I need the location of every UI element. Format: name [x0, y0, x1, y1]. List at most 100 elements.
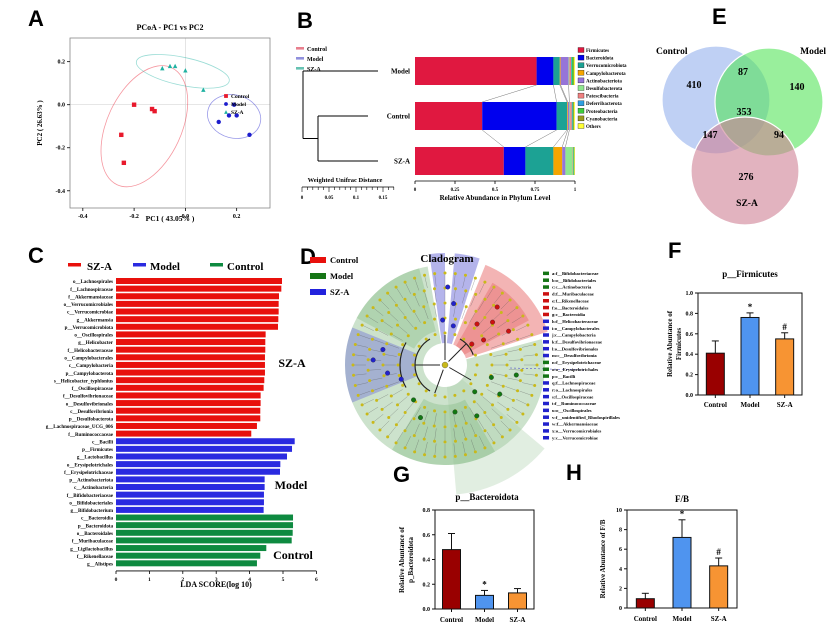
spoke: [453, 428, 456, 442]
clade-node: [396, 363, 400, 367]
y-tick-label: 0.6: [686, 332, 694, 338]
clade-node: [422, 289, 426, 293]
taxa-legend-label: a:f__Bifidobacteriaceae: [552, 271, 598, 276]
sig-annotation: *: [680, 509, 685, 519]
clade-node: [497, 332, 501, 336]
taxa-legend-swatch: [543, 422, 549, 426]
fb-ylabel: Relative Abuntance of F/B: [599, 519, 607, 598]
segment-campylobacterota: [559, 57, 561, 85]
bar-x-tick-label: 0.5: [492, 188, 499, 193]
clade-node: [365, 412, 369, 416]
branch-line: [448, 343, 467, 362]
clade-node: [356, 333, 360, 337]
y-tick-label: 0.8: [686, 311, 694, 317]
taxa-legend-swatch: [543, 299, 549, 303]
clade-node: [417, 344, 421, 348]
branch-line: [449, 367, 472, 381]
clade-node: [472, 400, 476, 404]
clade-node: [443, 331, 447, 335]
model-node: [452, 409, 458, 415]
clade-node: [501, 342, 505, 346]
branch-arc: [414, 338, 431, 392]
spoke: [479, 282, 486, 294]
lda-bar: [116, 430, 252, 437]
spoke: [395, 431, 404, 443]
lda-bar: [116, 506, 264, 513]
clade-node: [453, 393, 457, 397]
control-node: [474, 321, 480, 327]
spoke: [521, 344, 535, 348]
spoke: [500, 299, 511, 310]
spoke: [369, 377, 383, 381]
spoke: [453, 288, 456, 302]
clade-node: [500, 291, 504, 295]
spoke: [362, 324, 374, 331]
spoke: [434, 303, 437, 317]
segment-bacteroidota: [482, 102, 557, 130]
clade-node: [381, 363, 385, 367]
cluster-legend-label: Model: [307, 57, 324, 63]
taxa-legend-swatch: [543, 340, 549, 344]
taxa-legend-swatch: [543, 271, 549, 276]
clade-node: [472, 326, 476, 330]
model-node: [472, 389, 478, 395]
spoke: [404, 299, 412, 311]
lda-bar: [116, 545, 267, 552]
spoke: [487, 389, 499, 397]
taxon-label: c__Bacteroidia: [81, 517, 113, 522]
spoke: [387, 426, 396, 438]
control-point: [149, 106, 155, 112]
y-tick-label: 10: [616, 508, 622, 514]
spoke: [424, 275, 428, 289]
cluster-legend-swatch: [296, 47, 304, 50]
spoke: [487, 333, 499, 341]
phylum-legend-label: Firmicutes: [586, 49, 609, 54]
clade-node: [515, 306, 519, 310]
clade-node: [382, 374, 386, 378]
spoke: [479, 436, 486, 448]
spoke: [383, 373, 397, 376]
venn-label-sza: SZ-A: [736, 199, 758, 209]
clade-node: [453, 439, 457, 443]
spoke: [461, 411, 467, 424]
model-node: [497, 391, 503, 397]
segment-cyanobacteria: [573, 102, 575, 130]
taxa-legend-label: p:c__Bacilli: [552, 374, 576, 379]
lda-bar: [116, 339, 266, 346]
taxon-label: o__Verrucomicrobiales: [64, 303, 113, 308]
spoke: [434, 443, 437, 457]
connector-line: [553, 129, 568, 148]
clade-node: [499, 310, 503, 314]
taxa-legend-swatch: [543, 319, 549, 324]
bar-x-tick-label: 0.75: [531, 188, 540, 193]
cladogram-legend-label: SZ-A: [330, 287, 350, 297]
segment-firmicutes: [415, 102, 483, 130]
clade-node: [483, 429, 487, 433]
y-tick-label: 1.0: [686, 291, 694, 297]
clade-node: [394, 285, 398, 289]
spoke: [367, 315, 379, 324]
spoke: [379, 299, 390, 310]
pcoa-xlabel: PC1 ( 43.05% ): [146, 214, 195, 223]
dendrogram-leaf-label: Model: [391, 68, 410, 76]
segment-proteobacteria: [573, 147, 575, 175]
clade-node: [360, 323, 364, 327]
x-cat-label: Control: [704, 401, 727, 409]
clade-node: [530, 393, 534, 397]
clade-node: [483, 297, 487, 301]
segment-desulfobacterota: [565, 147, 573, 175]
sza-node: [380, 347, 386, 352]
spoke: [470, 439, 476, 452]
spoke: [494, 292, 503, 304]
y-tick-label: -0.4: [56, 189, 66, 195]
clade-node: [413, 450, 417, 454]
spoke: [405, 317, 414, 328]
spoke: [486, 431, 495, 443]
spoke: [413, 407, 421, 419]
clade-node: [453, 333, 457, 337]
clade-node: [360, 403, 364, 407]
clade-node: [526, 323, 530, 327]
segment-verrucomicrobiota: [556, 102, 567, 130]
sz-a-point: [172, 63, 178, 69]
clade-node: [516, 389, 520, 393]
